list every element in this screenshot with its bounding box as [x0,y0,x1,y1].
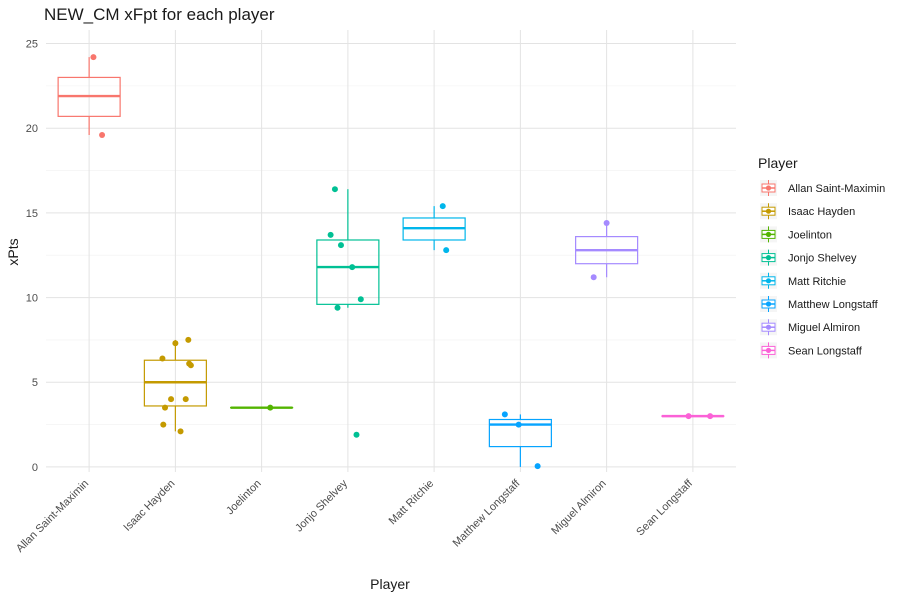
data-point [337,242,344,249]
data-point [327,231,334,238]
y-axis-ticks: 0 5 10 15 20 25 [26,39,38,474]
data-point [349,264,356,271]
x-tick-label: Joelinton [224,478,264,518]
box-8 [661,413,725,420]
legend-key-point [765,324,772,330]
y-tick-label: 0 [32,462,38,474]
data-point [162,404,169,411]
x-tick-label: Miguel Almiron [549,478,608,537]
x-tick-label: Allan Saint-Maximin [14,478,91,555]
data-point [501,411,508,418]
data-point [267,404,274,411]
x-tick-label: Isaac Hayden [121,478,177,534]
box-6 [488,411,552,470]
y-tick-label: 20 [26,123,38,135]
legend-label: Miguel Almiron [788,322,860,334]
legend-label: Matthew Longstaff [788,299,879,311]
data-point [172,340,179,347]
data-point [603,220,610,227]
data-point [590,274,597,281]
box-iqr [488,418,552,448]
legend-key-point [765,185,772,191]
data-point [99,131,106,138]
data-point [707,413,714,420]
legend-item: Matthew Longstaff [760,296,879,312]
data-point [186,360,193,367]
box-2 [143,336,207,435]
x-tick-label: Matt Ritchie [387,478,437,528]
legend-title: Player [758,155,798,171]
box-5 [402,203,466,254]
legend-key-point [765,347,772,353]
data-point [353,431,360,438]
x-axis-title: Player [370,576,410,592]
y-tick-label: 25 [26,39,38,51]
data-point [443,247,450,254]
legend-key-point [765,255,772,261]
legend-item: Sean Longstaff [760,342,863,359]
legend-key-point [765,231,772,237]
legend-label: Joelinton [788,229,832,241]
y-axis-title: xPts [5,238,21,265]
chart-title: NEW_CM xFpt for each player [44,5,275,24]
x-tick-label: Sean Longstaff [634,477,695,538]
box-3 [230,404,294,411]
data-point [160,421,167,428]
legend-key-point [765,278,772,284]
data-point [515,421,522,428]
data-point [534,463,541,470]
legend-label: Sean Longstaff [788,345,863,357]
data-point [357,296,364,303]
x-tick-label: Jonjo Shelvey [293,477,350,534]
legend-key-point [765,301,772,307]
legend-item: Matt Ritchie [760,272,846,289]
legend-item: Isaac Hayden [760,203,855,220]
data-point [685,413,692,420]
data-point [185,336,192,343]
legend-label: Matt Ritchie [788,276,846,288]
data-point [90,54,97,61]
data-point [334,304,341,311]
legend-key-point [765,208,772,214]
data-point [439,203,446,210]
legend-item: Miguel Almiron [760,319,860,336]
legend-label: Jonjo Shelvey [788,253,857,265]
data-point [177,428,184,435]
box-7 [575,220,639,281]
y-tick-label: 10 [26,293,38,305]
legend-label: Isaac Hayden [788,206,855,218]
y-tick-label: 15 [26,208,38,220]
box-1 [57,54,121,138]
y-tick-label: 5 [32,377,38,389]
box-4 [316,186,380,438]
data-point [159,355,166,362]
legend-label: Allan Saint-Maximin [788,183,885,195]
data-point [168,396,175,403]
legend-item: Jonjo Shelvey [760,249,857,266]
legend: Player Allan Saint-Maximin Isaac Hayden Jo… [758,155,885,359]
legend-item: Allan Saint-Maximin [760,180,885,196]
legend-item: Joelinton [760,226,832,243]
x-tick-label: Matthew Longstaff [451,477,524,550]
data-point [182,396,189,403]
data-point [331,186,338,193]
x-axis-ticks: Allan Saint-Maximin Isaac Hayden Joelinton… [14,477,696,555]
box-iqr [316,239,380,305]
plot-area [57,54,725,470]
